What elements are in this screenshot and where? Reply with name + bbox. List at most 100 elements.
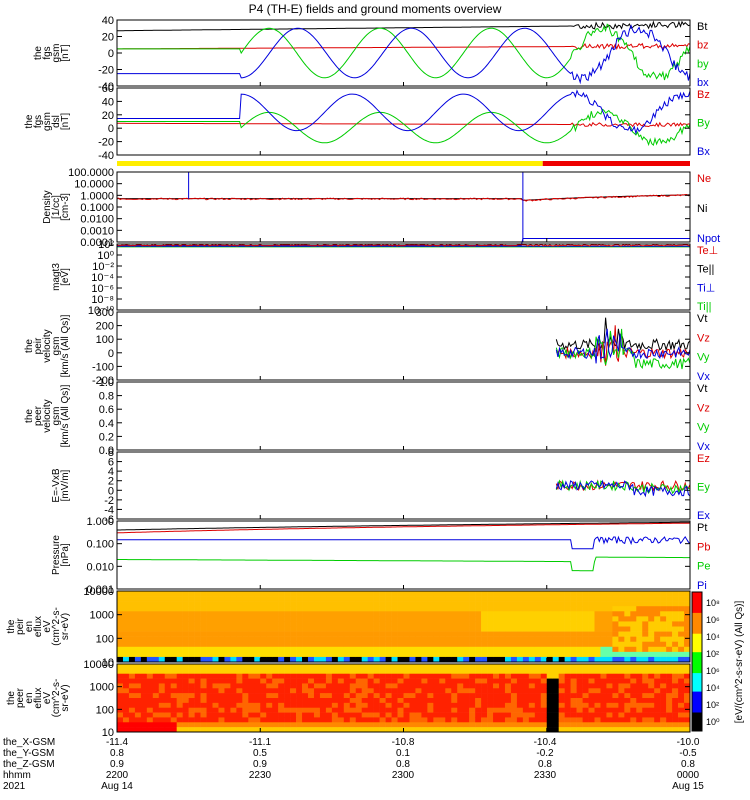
- spectrogram-cell: [367, 673, 374, 679]
- spectrogram-cell: [117, 688, 124, 694]
- spectrogram-cell: [308, 641, 315, 648]
- spectrogram-cell: [528, 717, 536, 723]
- spectrogram-cell: [117, 668, 124, 675]
- spectrogram-cell: [457, 636, 464, 643]
- spectrogram-cell: [242, 611, 249, 617]
- spectrogram-cell: [218, 683, 225, 689]
- spectrogram-cell: [379, 596, 386, 602]
- spectrogram-cell: [457, 626, 464, 632]
- spectrogram-cell: [266, 651, 273, 658]
- spectrogram-cell: [367, 712, 374, 718]
- spectrogram-cell: [546, 722, 554, 728]
- legend-label: Ni: [697, 203, 707, 215]
- y-axis-label-line: [eV]: [60, 268, 71, 286]
- spectrogram-cell: [600, 611, 607, 617]
- spectrogram-cell: [427, 641, 434, 648]
- spectrogram-cell: [296, 596, 303, 602]
- spectrogram-cell: [624, 722, 631, 728]
- spectrogram-cell: [355, 596, 363, 602]
- spectrogram-cell: [457, 664, 464, 670]
- spectrogram-cell: [499, 678, 506, 684]
- spectrogram-cell: [421, 626, 428, 632]
- spectrogram-cell: [290, 722, 297, 728]
- spectrogram-cell: [445, 626, 452, 632]
- spectrogram-cell: [684, 693, 691, 699]
- spectrogram-cell: [666, 678, 673, 684]
- spectrogram-cell: [343, 668, 351, 675]
- spectrogram-cell: [355, 698, 363, 704]
- spectrogram-cell: [510, 668, 518, 675]
- spectrogram-cell: [660, 673, 667, 679]
- spectrogram-cell: [504, 611, 512, 617]
- y-axis-label-line: fgs: [33, 115, 44, 128]
- spectrogram-cell: [409, 631, 416, 637]
- spectrogram-cell: [582, 702, 589, 709]
- spectrogram-cell: [391, 683, 398, 689]
- spectrogram-cell: [594, 707, 601, 713]
- colorbar-cell: [692, 638, 702, 642]
- spectrogram-cell: [373, 621, 380, 627]
- spectrogram-cell: [308, 631, 315, 637]
- spectrogram-cell: [415, 664, 422, 670]
- spectrogram-cell: [302, 646, 309, 653]
- spectrogram-cell: [230, 727, 237, 733]
- spectrogram-cell: [176, 673, 183, 679]
- spectrogram-cell: [463, 664, 470, 670]
- spectrogram-cell: [272, 722, 279, 728]
- spectrogram-cell: [427, 693, 434, 699]
- spectrogram-cell: [206, 717, 213, 723]
- spectrogram-cell: [218, 688, 225, 694]
- colorbar-frame: [691, 591, 703, 732]
- spectrogram-cell: [457, 717, 464, 723]
- spectrogram-cell: [510, 712, 518, 718]
- spectrogram-cell: [564, 702, 571, 709]
- spectrogram-cell: [236, 702, 243, 709]
- spectrogram-cell: [564, 606, 571, 612]
- spectrogram-cell: [624, 693, 631, 699]
- spectrogram-cell: [534, 591, 542, 597]
- spectrogram-cell: [624, 631, 631, 637]
- spectrogram-cell: [522, 717, 530, 723]
- spectrogram-cell: [313, 668, 321, 675]
- y-tick-label: 0: [108, 123, 114, 135]
- spectrogram-cell: [534, 707, 542, 713]
- spectrogram-cell: [570, 641, 577, 648]
- spectrogram-cell: [361, 606, 368, 612]
- spectrogram-cell: [134, 591, 142, 597]
- spectrogram-cell: [194, 616, 201, 622]
- spectrogram-cell: [140, 621, 148, 627]
- spectrogram-cell: [373, 688, 380, 694]
- spectrogram-cell: [534, 698, 542, 704]
- spectrogram-cell: [284, 606, 291, 612]
- spectrogram-cell: [260, 668, 267, 675]
- spectrogram-cell: [140, 591, 148, 597]
- spectrogram-cell: [648, 646, 655, 653]
- spectrogram-cell: [146, 631, 154, 637]
- spectrogram-cell: [349, 727, 357, 733]
- spectrogram-cell: [439, 626, 446, 632]
- spectrogram-cell: [146, 641, 154, 648]
- spectrogram-cell: [600, 601, 607, 607]
- spectrogram-cell: [302, 656, 309, 663]
- spectrogram-cell: [308, 673, 315, 679]
- spectrogram-cell: [654, 693, 661, 699]
- spectrogram-cell: [272, 683, 279, 689]
- spectrogram-cell: [266, 688, 273, 694]
- spectrogram-cell: [200, 591, 207, 597]
- spectrogram-cell: [564, 722, 571, 728]
- spectrogram-cell: [373, 717, 380, 723]
- panel-peir-en-eflux: 10000100010010thepeirenefluxeV(cm^2-s-sr…: [6, 586, 691, 669]
- spectrogram-cell: [272, 626, 279, 632]
- spectrogram-cell: [164, 673, 172, 679]
- spectrogram-cell: [152, 664, 160, 670]
- spectrogram-cell: [248, 688, 255, 694]
- spectrogram-cell: [504, 712, 512, 718]
- y-tick-label: 10000: [83, 586, 114, 598]
- spectrogram-cell: [421, 717, 428, 723]
- spectrogram-cell: [206, 693, 213, 699]
- spectrogram-cell: [427, 664, 434, 670]
- spectrogram-cell: [588, 702, 595, 709]
- spectrogram-cell: [528, 688, 536, 694]
- spectrogram-cell: [164, 616, 172, 622]
- y-axis-label-line: velocity: [42, 399, 53, 432]
